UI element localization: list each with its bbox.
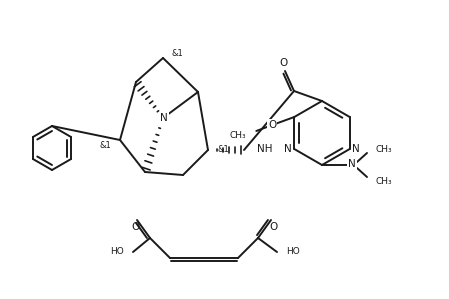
Text: O: O	[268, 120, 277, 130]
Text: &1: &1	[217, 146, 229, 155]
Text: N: N	[284, 144, 292, 154]
Text: HO: HO	[286, 248, 300, 257]
Text: O: O	[279, 58, 287, 68]
Text: O: O	[131, 222, 139, 232]
Text: N: N	[352, 144, 360, 154]
Text: CH₃: CH₃	[229, 130, 247, 140]
Text: N: N	[348, 159, 356, 169]
Text: HO: HO	[110, 248, 124, 257]
Text: CH₃: CH₃	[376, 144, 392, 153]
Text: NH: NH	[257, 144, 273, 154]
Text: &1: &1	[172, 48, 184, 57]
Text: O: O	[269, 222, 277, 232]
Text: N: N	[160, 113, 168, 123]
Text: &1: &1	[99, 141, 111, 150]
Text: CH₃: CH₃	[376, 176, 392, 185]
